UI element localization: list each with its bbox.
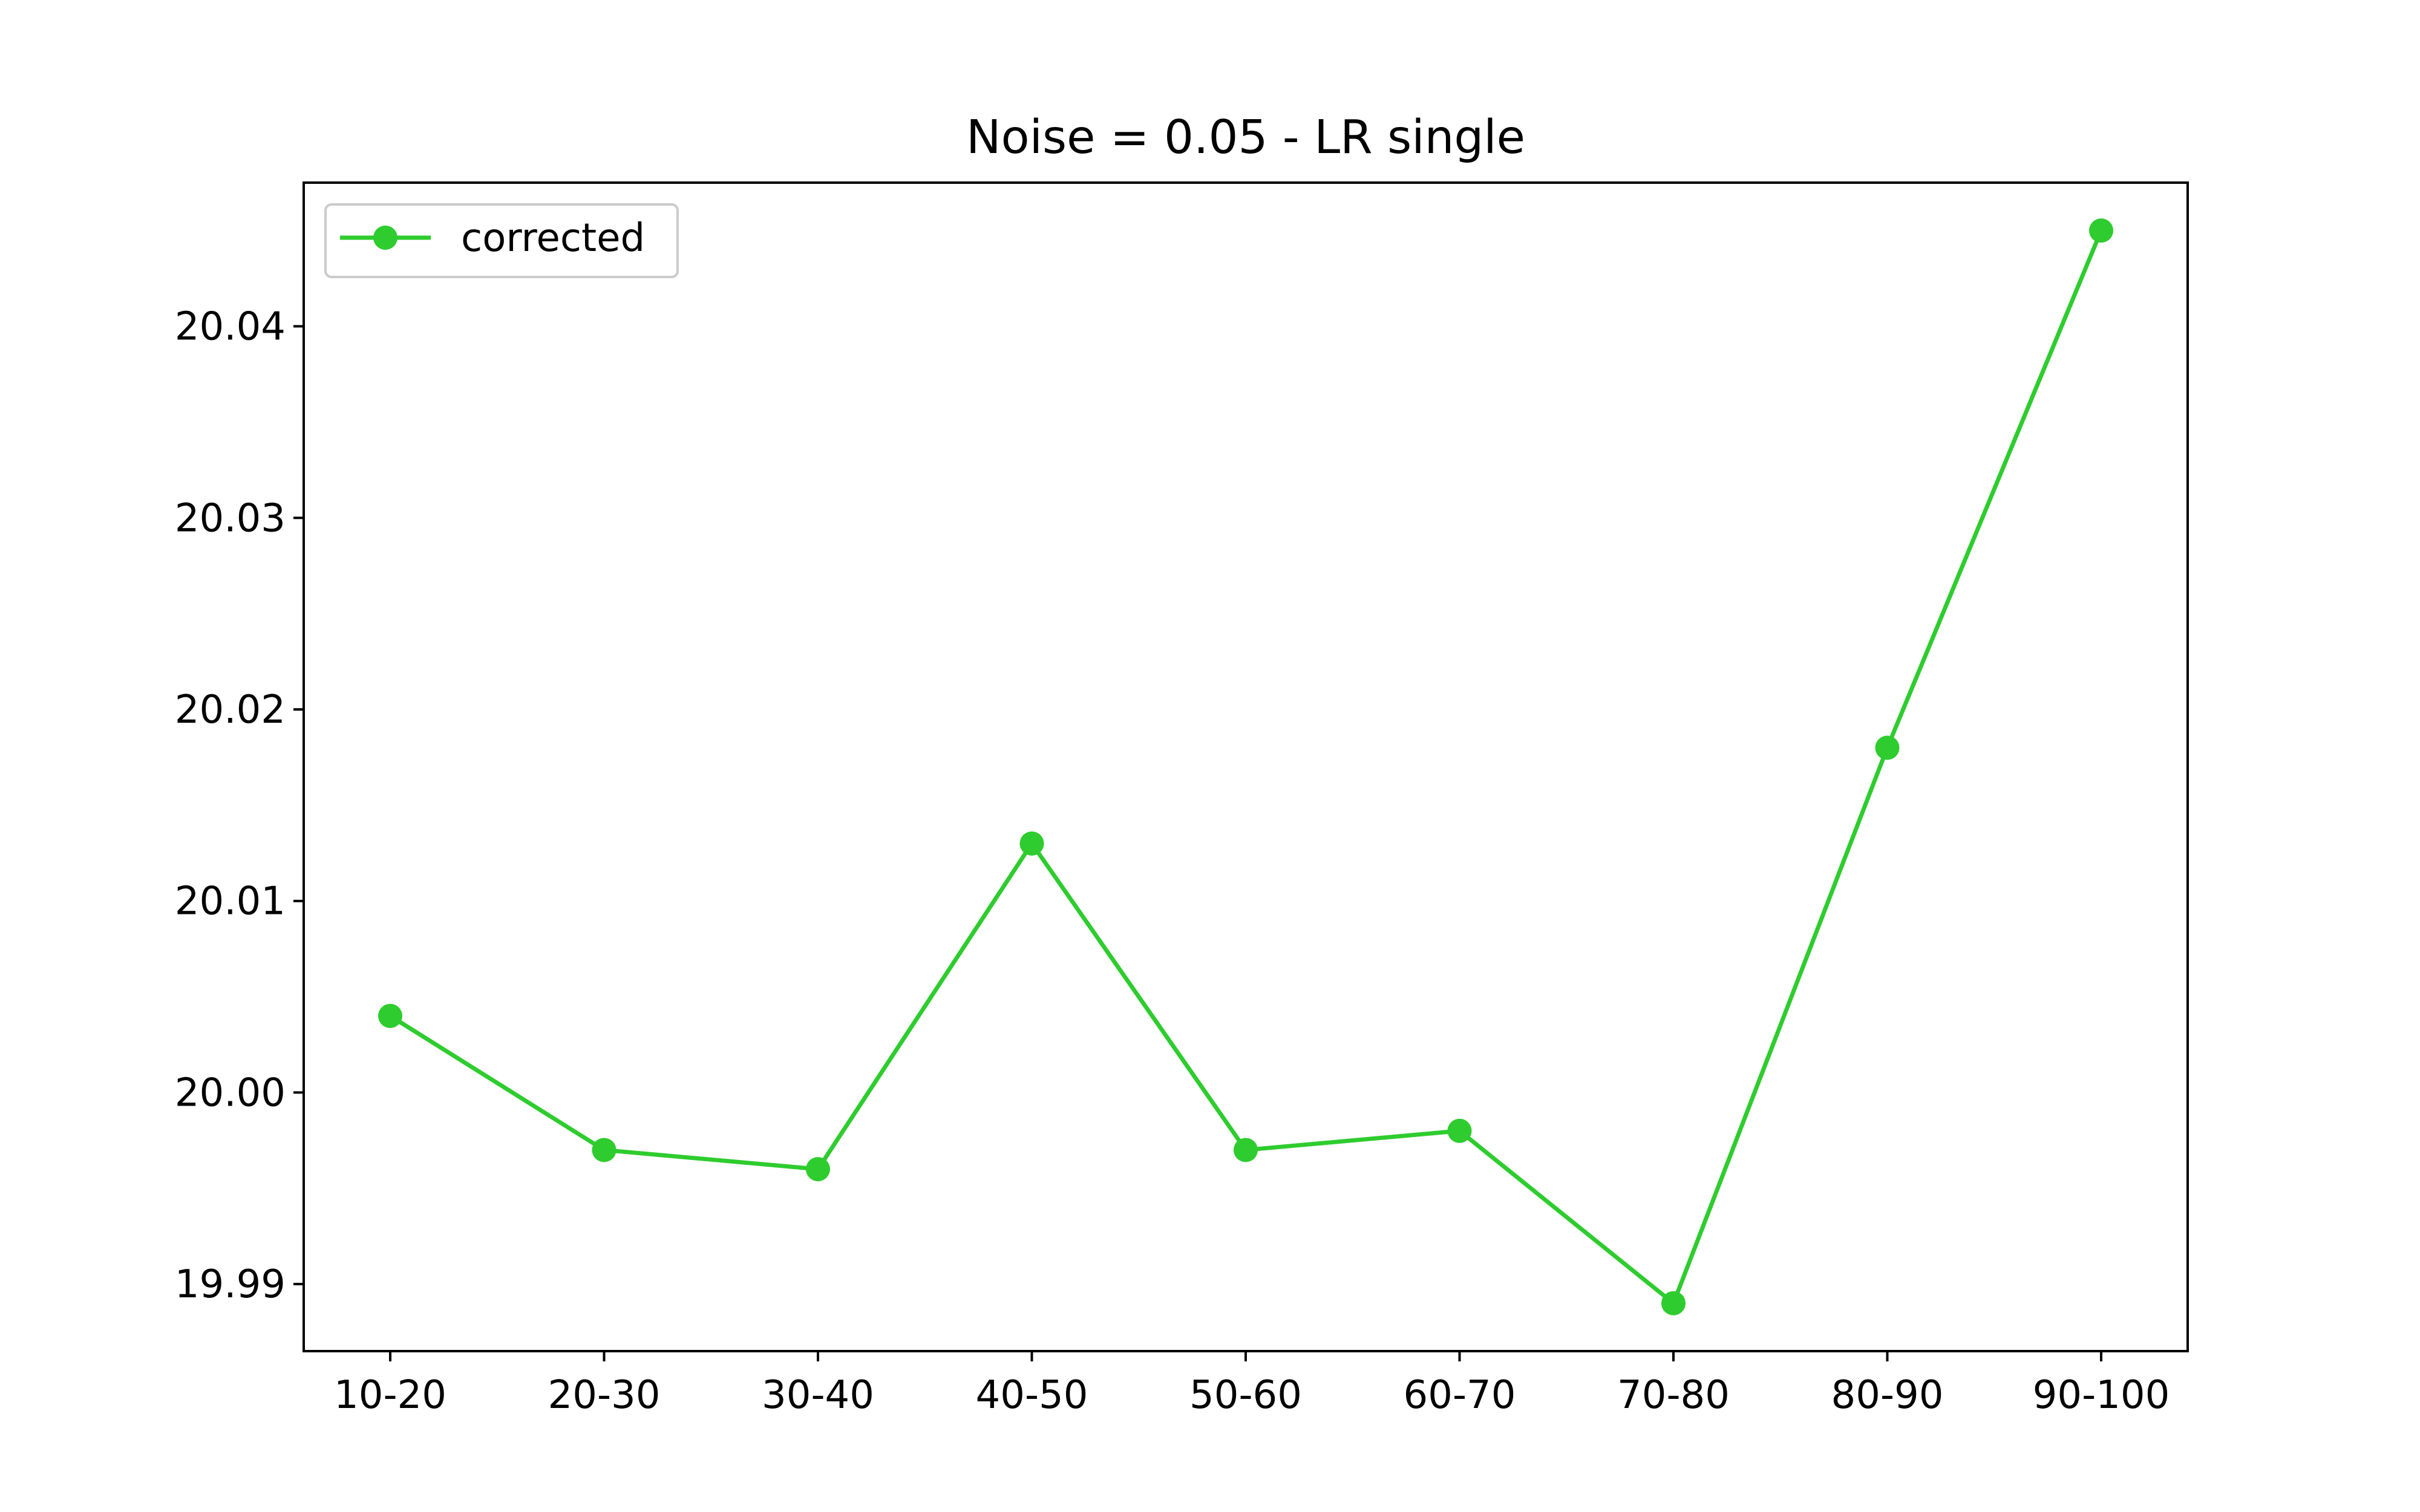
data-point: [1875, 735, 1900, 760]
x-tick-label: 80-90: [1831, 1373, 1944, 1418]
plot-frame: [302, 181, 2189, 1352]
x-tick-label: 60-70: [1404, 1373, 1516, 1418]
legend: corrected: [324, 203, 679, 278]
series-layer: [378, 218, 2113, 1315]
x-tick-label: 70-80: [1617, 1373, 1730, 1418]
x-tick-label: 40-50: [976, 1373, 1088, 1418]
y-tick-label: 19.99: [175, 1262, 286, 1307]
data-point: [806, 1157, 830, 1182]
y-tick-label: 20.01: [175, 879, 286, 924]
x-tick-label: 10-20: [334, 1373, 446, 1418]
y-tick-label: 20.02: [175, 688, 286, 732]
legend-box: [324, 203, 679, 278]
x-axis: 10-20 20-30 30-40 40-50 50-60 60-70 70-80 80-90…: [334, 1351, 2170, 1418]
y-axis: 19.99 20.00 20.01 20.02 20.03 20.04: [175, 305, 304, 1307]
data-point: [592, 1138, 616, 1162]
data-point: [2089, 218, 2113, 243]
data-point: [1019, 831, 1044, 856]
y-tick-label: 20.04: [175, 305, 286, 350]
x-tick-label: 20-30: [548, 1373, 661, 1418]
x-tick-label: 90-100: [2033, 1373, 2170, 1418]
data-point: [378, 1003, 402, 1028]
data-point: [1447, 1118, 1472, 1143]
y-tick-label: 20.00: [175, 1070, 286, 1115]
data-point: [1234, 1138, 1258, 1162]
chart-title: Noise = 0.05 - LR single: [966, 111, 1525, 165]
data-point: [1661, 1291, 1686, 1315]
y-tick-label: 20.03: [175, 496, 286, 541]
legend-label: corrected: [461, 216, 645, 261]
legend-marker-sample: [373, 226, 397, 250]
x-tick-label: 30-40: [762, 1373, 874, 1418]
x-tick-label: 50-60: [1189, 1373, 1302, 1418]
